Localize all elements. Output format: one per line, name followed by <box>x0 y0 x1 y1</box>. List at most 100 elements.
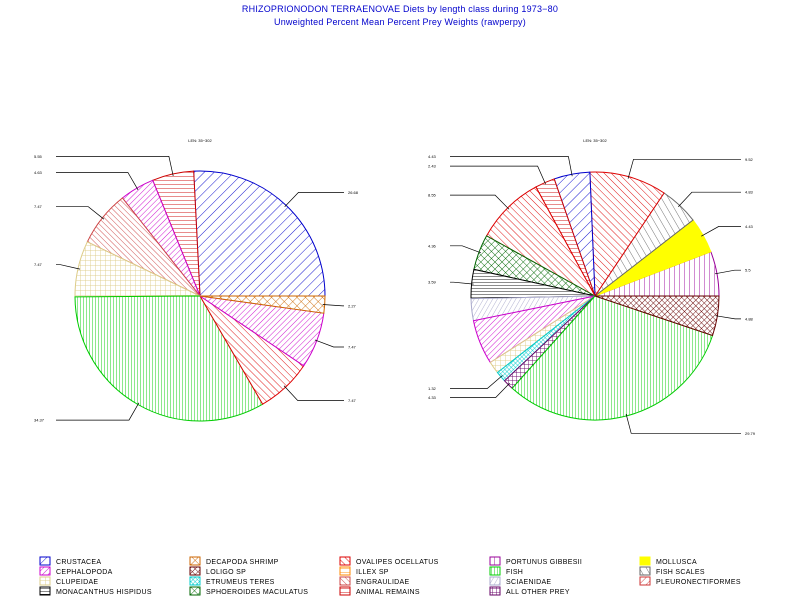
legend-label: MONACANTHUS HISPIDUS <box>56 589 152 596</box>
label-leader-line <box>450 165 547 185</box>
slice-value-label: 7.47 <box>348 398 357 403</box>
legend-swatch <box>339 556 351 566</box>
slice-value-label: 5.5 <box>745 268 751 273</box>
legend-label: PORTUNUS GIBBESII <box>506 559 582 566</box>
legend-item: LOLIGO SP <box>189 566 246 576</box>
legend-swatch <box>189 586 201 596</box>
slice-value-label: 29.79 <box>745 431 756 436</box>
label-leader-line <box>678 191 741 208</box>
slice-value-label: 26.68 <box>348 190 359 195</box>
legend-item: OVALIPES OCELLATUS <box>339 556 439 566</box>
pie-chart-2: LEN: 35−302 5.5 4.43 4.83 9.52 4.43 2.43 8.55 4.… <box>428 138 756 436</box>
label-leader-line <box>450 281 474 285</box>
legend-item: SCIAENIDAE <box>489 576 551 586</box>
legend-swatch <box>189 576 201 586</box>
legend-item: MONACANTHUS HISPIDUS <box>39 586 152 596</box>
legend-swatch <box>639 576 651 586</box>
slice-value-label: 4.43 <box>745 224 754 229</box>
legend-label: CEPHALOPODA <box>56 569 113 576</box>
legend-item: ETRUMEUS TERES <box>189 576 275 586</box>
legend-label: OVALIPES OCELLATUS <box>356 559 439 566</box>
label-leader-line <box>283 385 344 401</box>
legend-item: ALL OTHER PREY <box>489 586 570 596</box>
label-leader-line <box>450 194 510 210</box>
label-leader-line <box>284 192 344 208</box>
legend-label: ALL OTHER PREY <box>506 589 570 596</box>
legend-item: FISH <box>489 566 523 576</box>
slice-value-label: 1.32 <box>428 386 437 391</box>
slice-value-label: 3.59 <box>428 280 437 285</box>
legend-item: ANIMAL REMAINS <box>339 586 420 596</box>
slice-value-label: 4.33 <box>428 395 437 400</box>
legend-swatch <box>39 556 51 566</box>
legend-item: FISH SCALES <box>639 566 705 576</box>
label-leader-line <box>450 245 482 254</box>
legend-label: MOLLUSCA <box>656 559 697 566</box>
label-leader-line <box>714 269 741 275</box>
legend-swatch <box>339 586 351 596</box>
legend-label: DECAPODA SHRIMP <box>206 559 279 566</box>
label-leader-line <box>450 382 510 398</box>
legend-swatch <box>489 566 501 576</box>
slice-value-label: 2.27 <box>348 303 357 308</box>
slice-value-label: 7.47 <box>348 345 357 350</box>
legend-item: ENGRAULIDAE <box>339 576 409 586</box>
legend: CRUSTACEA DECAPODA SHRIMP OVALIPES OCELLAT… <box>39 556 741 596</box>
slice-value-label: 7.47 <box>34 204 43 209</box>
legend-swatch <box>639 556 651 566</box>
label-leader-line <box>322 304 344 307</box>
legend-label: PLEURONECTIFORMES <box>656 579 741 586</box>
legend-label: ILLEX SP <box>356 569 389 576</box>
legend-item: DECAPODA SHRIMP <box>189 556 279 566</box>
slice-value-label: 7.47 <box>34 262 43 267</box>
slice-value-label: 4.43 <box>428 154 437 159</box>
legend-label: FISH <box>506 569 523 576</box>
label-leader-line <box>56 264 81 270</box>
pie-slice <box>193 170 326 297</box>
legend-swatch <box>39 566 51 576</box>
label-leader-line <box>625 413 741 434</box>
label-leader-line <box>450 375 503 389</box>
legend-item: CRUSTACEA <box>39 556 101 566</box>
slice-value-label: 5.55 <box>34 154 43 159</box>
legend-item: MOLLUSCA <box>639 556 697 566</box>
legend-item: CLUPEIDAE <box>39 576 98 586</box>
legend-swatch <box>489 576 501 586</box>
slice-value-label: 2.43 <box>428 164 437 169</box>
legend-label: ETRUMEUS TERES <box>206 579 275 586</box>
slice-value-label: 4.63 <box>34 170 43 175</box>
legend-item: PORTUNUS GIBBESII <box>489 556 582 566</box>
pie-title: LEN: 35−302 <box>188 138 212 143</box>
legend-label: CLUPEIDAE <box>56 579 98 586</box>
pie-title: LEN: 35−302 <box>583 138 607 143</box>
label-leader-line <box>56 402 140 421</box>
legend-label: ANIMAL REMAINS <box>356 589 420 596</box>
legend-swatch <box>189 566 201 576</box>
legend-swatch <box>39 586 51 596</box>
legend-swatch <box>489 586 501 596</box>
legend-item: PLEURONECTIFORMES <box>639 576 741 586</box>
legend-swatch <box>339 576 351 586</box>
label-leader-line <box>715 315 741 320</box>
label-leader-line <box>627 158 741 179</box>
slice-value-label: 4.88 <box>745 316 754 321</box>
title-block: RHIZOPRIONODON TERRAENOVAE Diets by leng… <box>0 3 800 29</box>
legend-swatch <box>489 556 501 566</box>
legend-swatch <box>39 576 51 586</box>
slice-value-label: 9.52 <box>745 157 754 162</box>
legend-swatch <box>189 556 201 566</box>
legend-swatch <box>639 566 651 576</box>
label-leader-line <box>701 226 741 237</box>
slice-value-label: 4.83 <box>745 190 754 195</box>
pie-chart-1: LEN: 35−302 26.68 5.55 4.63 7.47 7.47 34.37 7.4… <box>34 138 359 423</box>
label-leader-line <box>314 339 344 348</box>
slice-value-label: 34.37 <box>34 418 45 423</box>
legend-swatch <box>339 566 351 576</box>
legend-item: ILLEX SP <box>339 566 389 576</box>
legend-item: CEPHALOPODA <box>39 566 113 576</box>
label-leader-line <box>56 172 139 190</box>
label-leader-line <box>56 156 174 176</box>
legend-item: SPHOEROIDES MACULATUS <box>189 586 308 596</box>
chart-title: RHIZOPRIONODON TERRAENOVAE Diets by leng… <box>241 4 559 14</box>
